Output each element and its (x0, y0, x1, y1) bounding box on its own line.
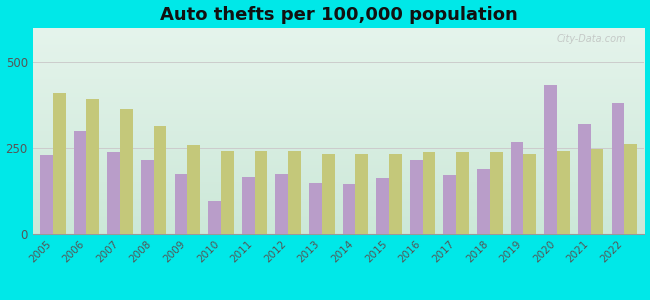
Bar (174, 174, 187, 234)
Bar (422, 152, 436, 234)
Bar (612, 103, 624, 234)
Bar (376, 178, 389, 234)
Bar (490, 152, 502, 234)
Bar (591, 149, 603, 234)
Bar (40, 155, 53, 234)
Bar (53, 93, 66, 234)
Bar (443, 175, 456, 234)
Bar (410, 160, 422, 234)
Bar (456, 152, 469, 234)
Bar (477, 169, 490, 234)
Bar (309, 183, 322, 234)
Bar (288, 151, 301, 234)
Bar (208, 201, 221, 234)
Bar (544, 85, 557, 234)
Bar (221, 151, 234, 234)
Bar (511, 142, 523, 234)
Bar (343, 184, 356, 234)
Bar (187, 146, 200, 234)
Bar (578, 124, 591, 234)
Bar (255, 151, 267, 234)
Bar (389, 154, 402, 234)
Bar (153, 126, 166, 234)
Bar (86, 99, 99, 234)
Bar (73, 131, 86, 234)
Bar (356, 154, 368, 234)
Title: Auto thefts per 100,000 population: Auto thefts per 100,000 population (160, 6, 517, 24)
Bar (107, 152, 120, 234)
Bar (276, 174, 288, 234)
Bar (242, 177, 255, 234)
Bar (120, 109, 133, 234)
Bar (322, 154, 335, 234)
Bar (624, 144, 637, 234)
Bar (141, 160, 153, 234)
Bar (523, 154, 536, 234)
Text: City-Data.com: City-Data.com (556, 34, 626, 44)
Bar (557, 151, 570, 234)
